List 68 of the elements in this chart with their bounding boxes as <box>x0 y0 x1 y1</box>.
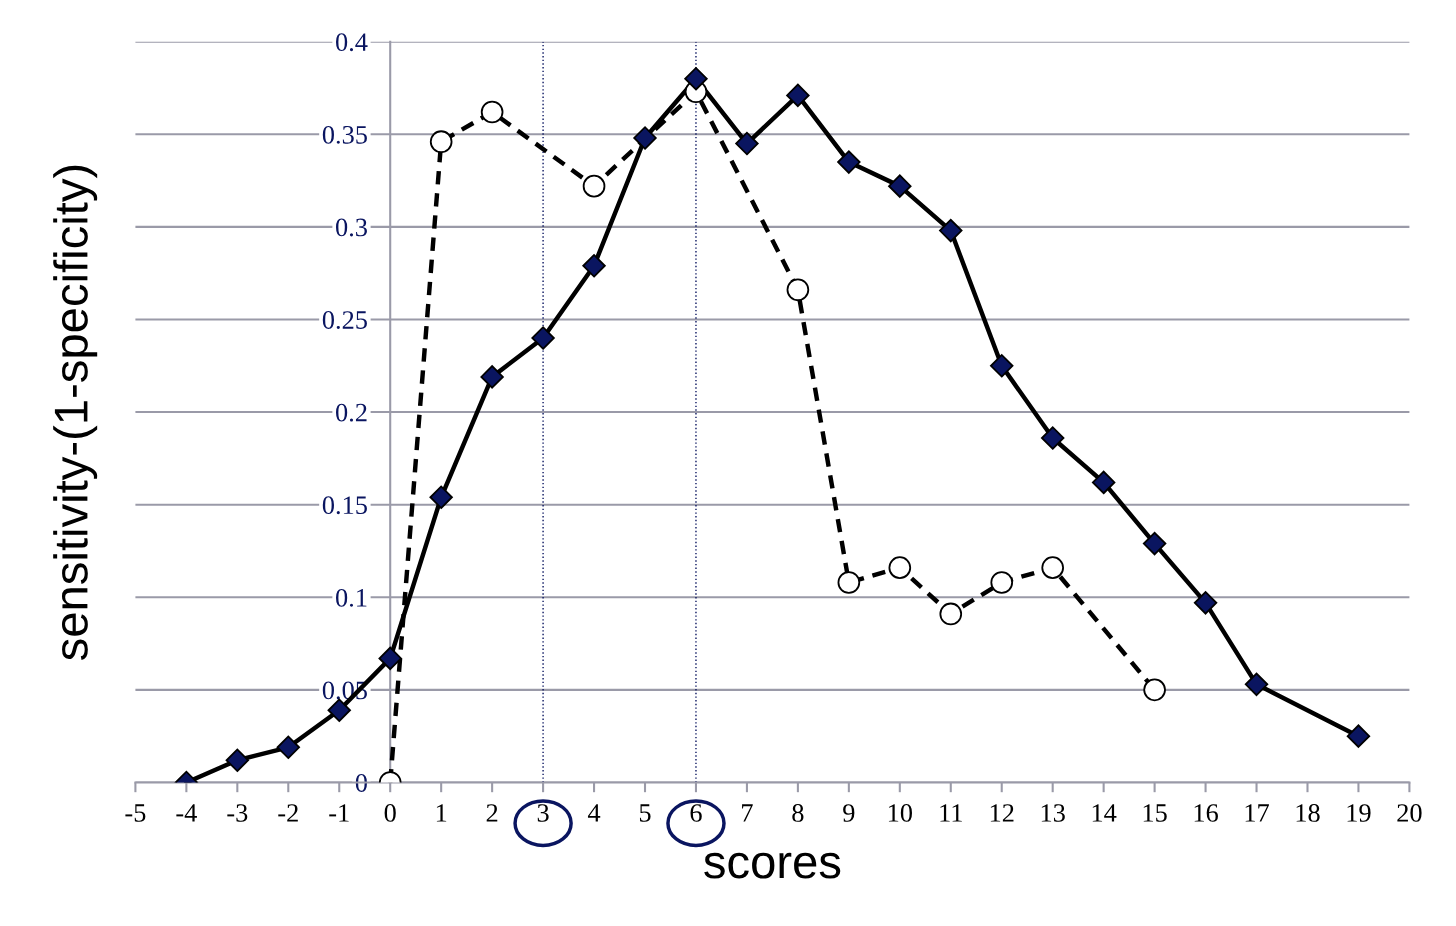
x-tick-label: 1 <box>436 804 447 822</box>
point <box>837 571 861 594</box>
y-tick-label: 0.15 <box>322 496 367 515</box>
x-tick-label: 12 <box>990 804 1014 822</box>
x-tick-label: 8 <box>792 804 804 822</box>
point <box>1142 531 1167 556</box>
point <box>633 126 657 150</box>
x-tick-label: 10 <box>888 804 912 822</box>
x-tick-label: 20 <box>1397 804 1422 822</box>
x-tick-label: 17 <box>1245 804 1269 822</box>
x-tick-label: 4 <box>587 804 601 822</box>
x-tick-label: 11 <box>940 804 962 822</box>
y-tick-label: 0.2 <box>336 403 367 422</box>
point <box>990 571 1014 594</box>
point <box>990 354 1014 378</box>
x-tick-label: 5 <box>639 804 651 822</box>
x-tick-label: -1 <box>329 804 349 822</box>
point <box>939 602 963 626</box>
x-tick-label: 6 <box>690 804 702 822</box>
x-tick-label: 0 <box>384 804 396 822</box>
x-tick-label: 18 <box>1296 804 1320 822</box>
x-tick-label: 15 <box>1143 804 1167 822</box>
point <box>786 278 810 302</box>
point <box>429 130 453 153</box>
point <box>684 67 708 91</box>
x-tick-label: 3 <box>537 804 549 822</box>
x-tick-label: 9 <box>843 804 855 822</box>
x-tick-label: -4 <box>176 804 197 822</box>
point <box>1346 724 1371 748</box>
point <box>1193 591 1218 615</box>
point <box>378 646 402 671</box>
point <box>225 748 250 772</box>
point <box>429 485 453 509</box>
point <box>531 326 555 350</box>
point <box>1244 672 1269 697</box>
x-tick-label: 7 <box>742 804 753 822</box>
point <box>480 100 504 124</box>
point <box>888 556 912 579</box>
y-tick-label: 0 <box>355 774 367 792</box>
point <box>1041 556 1065 579</box>
x-tick-label: 2 <box>486 804 498 822</box>
point <box>1091 470 1116 495</box>
x-tick-label: 19 <box>1347 804 1371 822</box>
x-tick-label: 13 <box>1041 804 1065 822</box>
x-tick-label: -2 <box>278 804 298 822</box>
x-axis-title: scores <box>704 852 841 879</box>
point <box>939 218 963 243</box>
point <box>1040 426 1065 450</box>
point <box>1143 678 1166 702</box>
y-axis-title: sensitivity-(1-specificity) <box>53 165 98 661</box>
y-tick-label: 0.35 <box>322 125 367 144</box>
point <box>327 698 351 722</box>
y-tick-label: 0.1 <box>336 588 367 607</box>
x-tick-label: -3 <box>227 804 248 822</box>
x-tick-label: 16 <box>1194 804 1218 822</box>
point <box>735 131 759 156</box>
point <box>837 150 861 174</box>
y-tick-label: 0.3 <box>336 218 367 237</box>
point <box>582 174 606 198</box>
point <box>786 83 810 108</box>
x-tick-label: 14 <box>1092 804 1117 822</box>
point <box>276 735 300 759</box>
point <box>888 174 912 198</box>
point <box>582 254 606 278</box>
y-tick-label: 0.25 <box>322 311 367 329</box>
y-tick-label: 0.4 <box>336 33 368 52</box>
x-tick-label: -5 <box>125 804 146 822</box>
point <box>480 365 504 389</box>
